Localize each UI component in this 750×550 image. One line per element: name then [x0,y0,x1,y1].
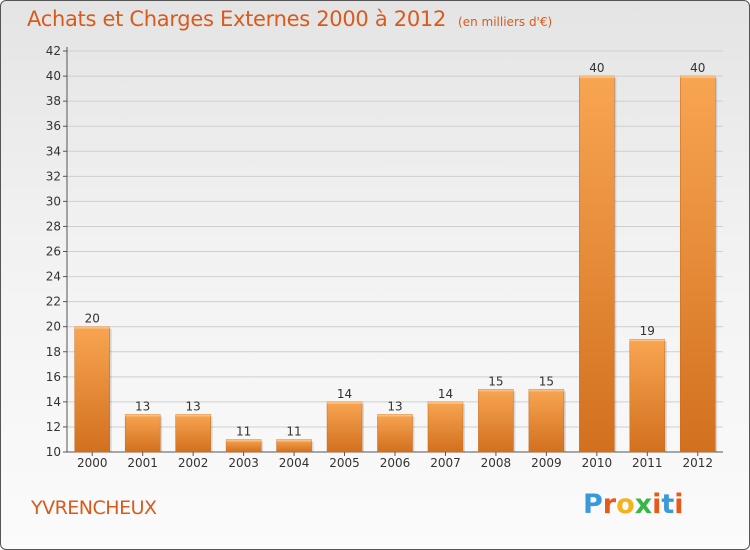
bar-highlight [528,389,564,392]
data-label: 13 [186,399,201,413]
y-tick-label: 18 [46,345,61,359]
y-tick-label: 26 [46,245,61,259]
bar-highlight [427,401,463,404]
y-tick-label: 34 [46,144,61,158]
data-label: 14 [438,387,453,401]
data-label: 13 [387,399,402,413]
bar [74,326,110,453]
x-tick-label: 2006 [380,456,411,470]
bar-highlight [276,439,312,442]
x-tick-label: 2001 [127,456,158,470]
bar-highlight [377,414,413,417]
x-tick-label: 2008 [481,456,512,470]
bar-highlight [327,401,363,404]
y-tick-label: 36 [46,119,61,133]
logo-letter: x [634,489,653,520]
y-tick-label: 10 [46,445,61,459]
bar [629,338,666,453]
data-label: 40 [690,61,705,75]
chart-title: Achats et Charges Externes 2000 à 2012 (e… [27,7,552,31]
y-tick-label: 20 [46,320,61,334]
x-tick-label: 2012 [682,456,713,470]
chart-unit-note: (en milliers d'€) [458,15,553,29]
y-tick-label: 42 [46,44,61,58]
bar-highlight [680,76,716,79]
y-tick-label: 40 [46,69,61,83]
x-tick-label: 2009 [531,456,562,470]
proxiti-logo: Proxiti [583,489,684,520]
data-label: 15 [539,374,554,388]
x-tick-label: 2010 [582,456,613,470]
bar [680,75,716,453]
commune-name: YVRENCHEUX [31,497,157,519]
y-tick-label: 12 [46,420,61,434]
bar-highlight [226,439,262,442]
x-tick-label: 2011 [632,456,663,470]
bar [377,414,413,453]
logo-letter: o [616,489,635,520]
y-tick-label: 16 [46,370,61,384]
y-tick-label: 32 [46,169,61,183]
y-tick-label: 14 [46,395,61,409]
bar-highlight [125,414,161,417]
data-label: 15 [488,374,503,388]
bar [175,414,211,453]
data-label: 40 [589,61,604,75]
x-tick-label: 2002 [178,456,209,470]
logo-letter: i [674,489,684,520]
chart-title-text: Achats et Charges Externes 2000 à 2012 [27,7,447,31]
y-tick-label: 24 [46,270,61,284]
x-tick-label: 2004 [279,456,310,470]
x-tick-label: 2003 [228,456,259,470]
bar [124,414,161,453]
data-label: 14 [337,387,352,401]
bar-highlight [74,326,110,329]
logo-letter: t [661,489,675,520]
data-label: 13 [135,399,150,413]
data-label: 19 [640,324,655,338]
bar [427,401,464,453]
bar [579,75,615,453]
bar [528,389,565,453]
logo-letter: i [652,489,662,520]
x-tick-label: 2007 [430,456,461,470]
bar-highlight [478,389,514,392]
data-label: 11 [236,424,251,438]
bar-highlight [629,339,665,342]
bar [478,389,514,453]
y-tick-label: 30 [46,194,61,208]
logo-letter: P [583,489,603,520]
y-tick-label: 38 [46,94,61,108]
data-label: 20 [85,312,100,326]
logo-letter: r [602,489,617,520]
bar-highlight [579,76,615,79]
bar-highlight [175,414,211,417]
y-tick-label: 22 [46,295,61,309]
x-tick-label: 2000 [77,456,108,470]
x-tick-label: 2005 [329,456,360,470]
y-tick-label: 28 [46,219,61,233]
bar [326,401,363,453]
data-label: 11 [286,424,301,438]
